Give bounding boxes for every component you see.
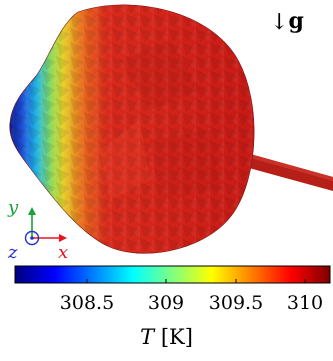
axis-triad <box>24 207 67 246</box>
x-axis-label: x <box>58 242 69 263</box>
colorbar-tick-label: 308.5 <box>59 292 115 314</box>
colorbar-tick-label: 309.5 <box>208 292 264 314</box>
gravity-label: g <box>288 8 304 34</box>
colorbar-unit: [K] <box>160 325 193 349</box>
y-axis-label: y <box>8 197 19 218</box>
colorbar-variable: T <box>140 325 155 349</box>
colorbar-tick-label: 310 <box>286 292 324 314</box>
gravity-indicator: ↓g <box>270 8 304 35</box>
droplet-body <box>9 4 255 254</box>
capillary-tube <box>231 150 333 191</box>
gravity-arrow-icon: ↓ <box>270 10 289 35</box>
colorbar-gradient <box>14 265 331 284</box>
z-axis-label: z <box>8 242 18 263</box>
colorbar <box>14 265 331 284</box>
colorbar-title: T [K] <box>0 325 333 349</box>
z-axis-marker <box>24 230 40 246</box>
colorbar-tick-label: 309 <box>147 292 185 314</box>
